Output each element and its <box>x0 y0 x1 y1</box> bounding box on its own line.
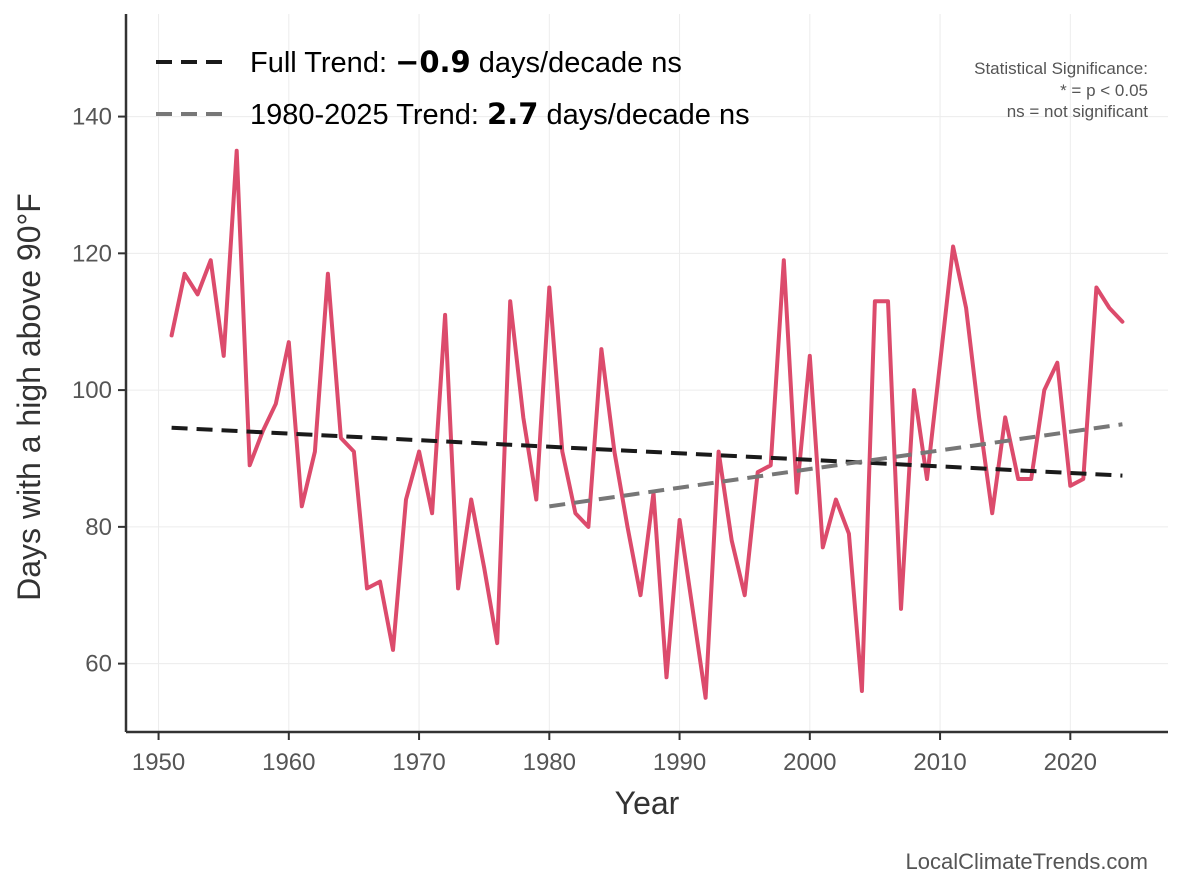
legend-full-trend-suffix: days/decade ns <box>471 47 682 79</box>
legend-full-trend-prefix: Full Trend: <box>250 47 395 79</box>
trend-line-full <box>171 425 1123 478</box>
significance-note-line-3: ns = not significant <box>1007 102 1149 121</box>
x-tick-label: 2010 <box>913 749 966 776</box>
x-tick-label: 1990 <box>653 749 706 776</box>
significance-note-line-2: * = p < 0.05 <box>1060 81 1148 100</box>
legend: Full Trend: −0.9 days/decade ns 1980-202… <box>156 45 750 131</box>
significance-note: Statistical Significance: * = p < 0.05 n… <box>974 59 1148 121</box>
credit-text: LocalClimateTrends.com <box>906 849 1149 874</box>
y-tick-label: 80 <box>85 514 112 541</box>
axes <box>124 14 1168 734</box>
legend-label-full-trend: Full Trend: −0.9 days/decade ns <box>250 45 682 79</box>
x-axis-title: Year <box>615 785 680 821</box>
y-tick-label: 100 <box>72 377 112 404</box>
legend-full-trend-value: −0.9 <box>395 45 471 79</box>
x-tick-label: 1950 <box>132 749 185 776</box>
x-tick-label: 1970 <box>392 749 445 776</box>
significance-note-line-1: Statistical Significance: <box>974 59 1148 78</box>
series-layer <box>169 148 1125 700</box>
x-ticks: 1950 1960 1970 1980 1990 2000 2010 2020 <box>132 732 1097 776</box>
legend-label-1980-trend: 1980-2025 Trend: 2.7 days/decade ns <box>250 97 750 131</box>
series-line-days-above-90 <box>169 148 1125 700</box>
x-tick-label: 2000 <box>783 749 836 776</box>
x-tick-label: 2020 <box>1044 749 1097 776</box>
legend-1980-trend-value: 2.7 <box>487 97 538 131</box>
legend-1980-trend-prefix: 1980-2025 Trend: <box>250 99 487 131</box>
y-tick-label: 120 <box>72 240 112 267</box>
trend-line-1980-2025 <box>549 422 1123 509</box>
x-tick-label: 1980 <box>523 749 576 776</box>
y-ticks: 60 80 100 120 140 <box>72 104 126 678</box>
y-tick-label: 140 <box>72 104 112 131</box>
x-tick-label: 1960 <box>262 749 315 776</box>
y-axis-title: Days with a high above 90°F <box>11 193 47 601</box>
legend-1980-trend-suffix: days/decade ns <box>538 99 749 131</box>
y-tick-label: 60 <box>85 651 112 678</box>
